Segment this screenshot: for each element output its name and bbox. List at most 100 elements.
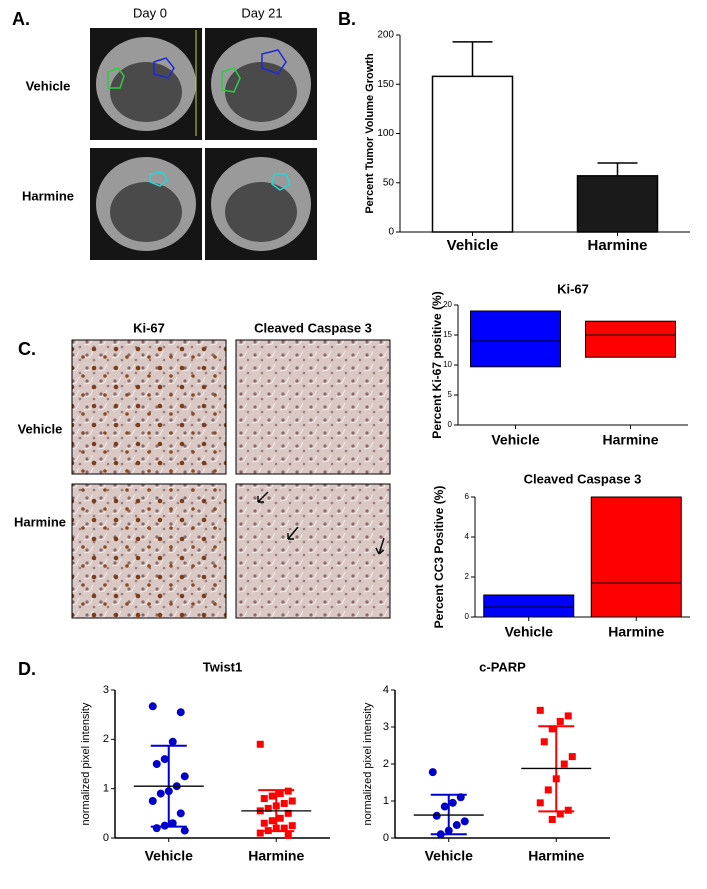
- y-tick-label: 15: [443, 330, 452, 339]
- point: [280, 824, 288, 832]
- point: [276, 790, 284, 798]
- point: [288, 822, 296, 830]
- box: [585, 320, 676, 358]
- y-tick-label: 5: [448, 390, 453, 399]
- y-axis-title: Percent Ki-67 positive (%): [430, 291, 444, 438]
- x-tick-label: Vehicle: [425, 848, 473, 864]
- point: [168, 819, 177, 828]
- point: [536, 799, 544, 807]
- y-tick-label: 20: [443, 300, 452, 309]
- y-tick-label: 2: [383, 758, 389, 770]
- point: [168, 737, 177, 746]
- x-tick-label: Harmine: [602, 432, 658, 448]
- point: [428, 768, 437, 777]
- y-tick-label: 4: [465, 532, 470, 541]
- y-tick-label: 0: [103, 832, 109, 844]
- y-axis-title: Percent CC3 Positive (%): [432, 486, 446, 629]
- column-label: Ki-67: [133, 320, 165, 335]
- point: [556, 717, 564, 725]
- box: [590, 496, 682, 618]
- y-tick-label: 0: [388, 227, 394, 238]
- y-tick-label: 0: [448, 420, 453, 429]
- y-tick-label: 3: [103, 684, 109, 696]
- x-tick-label: Harmine: [587, 237, 647, 254]
- x-tick-label: Harmine: [608, 624, 664, 640]
- point: [256, 829, 264, 837]
- point: [260, 795, 268, 803]
- y-axis-title: normalized pixel intensity: [80, 702, 92, 825]
- row-label: Vehicle: [26, 78, 71, 93]
- point: [268, 817, 276, 825]
- point: [556, 810, 564, 818]
- y-tick-label: 2: [103, 733, 109, 745]
- point: [284, 832, 292, 840]
- chart-title: c-PARP: [479, 659, 526, 674]
- y-tick-label: 0: [465, 612, 470, 621]
- point: [280, 799, 288, 807]
- chart-title: Cleaved Caspase 3: [524, 471, 642, 486]
- point: [180, 772, 189, 781]
- y-tick-label: 4: [383, 684, 389, 696]
- y-tick-label: 0: [383, 832, 389, 844]
- point: [148, 702, 157, 711]
- y-tick-label: 150: [377, 79, 394, 90]
- x-tick-label: Harmine: [248, 848, 304, 864]
- point: [452, 821, 461, 830]
- point: [176, 708, 185, 717]
- point: [536, 706, 544, 714]
- panel-label: B.: [338, 9, 356, 29]
- column-label: Day 21: [241, 5, 282, 20]
- row-label: Harmine: [22, 188, 74, 203]
- point: [288, 797, 296, 805]
- point: [432, 811, 441, 820]
- point: [264, 804, 272, 812]
- point: [440, 802, 449, 811]
- point: [152, 824, 161, 833]
- box: [470, 310, 561, 368]
- y-tick-label: 1: [103, 783, 109, 795]
- x-tick-label: Harmine: [528, 848, 584, 864]
- point: [548, 816, 556, 823]
- point: [560, 760, 568, 768]
- y-tick-label: 50: [383, 177, 395, 188]
- row-label: Harmine: [14, 514, 66, 529]
- panel-label: C.: [18, 339, 36, 359]
- column-label: Cleaved Caspase 3: [254, 320, 372, 335]
- histology-images: [71, 339, 391, 619]
- y-axis-title: normalized pixel intensity: [362, 702, 374, 825]
- box: [483, 594, 575, 618]
- point: [176, 809, 185, 818]
- y-tick-label: 6: [465, 492, 470, 501]
- x-tick-label: Vehicle: [447, 237, 499, 254]
- y-tick-label: 10: [443, 360, 452, 369]
- point: [540, 738, 548, 746]
- y-tick-label: 1: [383, 795, 389, 807]
- y-tick-label: 200: [377, 30, 394, 41]
- point: [256, 740, 264, 748]
- point: [564, 712, 572, 720]
- x-tick-label: Vehicle: [505, 624, 553, 640]
- bar: [431, 75, 514, 233]
- point: [148, 797, 157, 805]
- point: [276, 814, 284, 822]
- point: [448, 798, 457, 807]
- chart-title: Twist1: [203, 659, 243, 674]
- point: [544, 786, 552, 794]
- chart-title: Ki-67: [557, 281, 589, 296]
- point: [268, 792, 276, 800]
- point: [160, 755, 169, 764]
- y-tick-label: 100: [377, 128, 394, 139]
- point: [460, 817, 469, 826]
- x-tick-label: Vehicle: [491, 432, 539, 448]
- y-tick-label: 2: [465, 572, 470, 581]
- mri-images: [90, 28, 317, 260]
- point: [152, 760, 161, 768]
- row-label: Vehicle: [18, 421, 63, 436]
- column-label: Day 0: [133, 5, 167, 20]
- point: [568, 753, 576, 761]
- point: [180, 826, 189, 835]
- point: [260, 819, 268, 827]
- y-axis-title: Percent Tumor Volume Growth: [364, 53, 376, 214]
- point: [564, 806, 572, 814]
